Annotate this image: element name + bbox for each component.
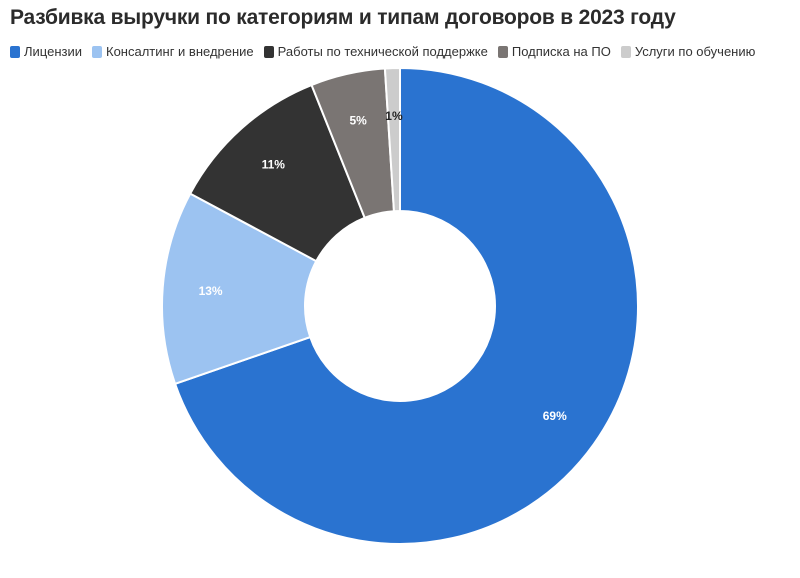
legend-swatch [620, 45, 631, 58]
chart-legend: Лицензии Консалтинг и внедрение Работы п… [10, 44, 755, 59]
slice-label-support: 11% [262, 157, 286, 171]
legend-swatch [10, 45, 20, 58]
slice-training [383, 66, 401, 213]
legend-item-subscription: Подписка на ПО [497, 44, 611, 59]
legend-item-support: Работы по технической поддержке [263, 44, 488, 59]
legend-label: Услуги по обучению [634, 44, 756, 59]
slice-label-training: 1% [385, 109, 403, 123]
legend-item-consulting: Консалтинг и внедрение [92, 44, 254, 59]
legend-label: Работы по технической поддержке [277, 44, 488, 59]
chart-title: Разбивка выручки по категориям и типам д… [10, 6, 676, 29]
legend-label: Лицензии [24, 44, 82, 59]
legend-label: Консалтинг и внедрение [106, 44, 254, 59]
legend-label: Подписка на ПО [511, 44, 611, 59]
legend-swatch [92, 45, 102, 58]
legend-item-licenses: Лицензии [10, 44, 82, 59]
slice-label-subscription: 5% [349, 114, 367, 128]
legend-swatch [263, 45, 274, 58]
legend-item-training: Услуги по обучению [620, 44, 756, 59]
slice-label-licenses: 69% [543, 409, 567, 423]
legend-swatch [497, 45, 508, 58]
slice-label-consulting: 13% [199, 284, 223, 298]
slice-licenses [173, 66, 639, 545]
